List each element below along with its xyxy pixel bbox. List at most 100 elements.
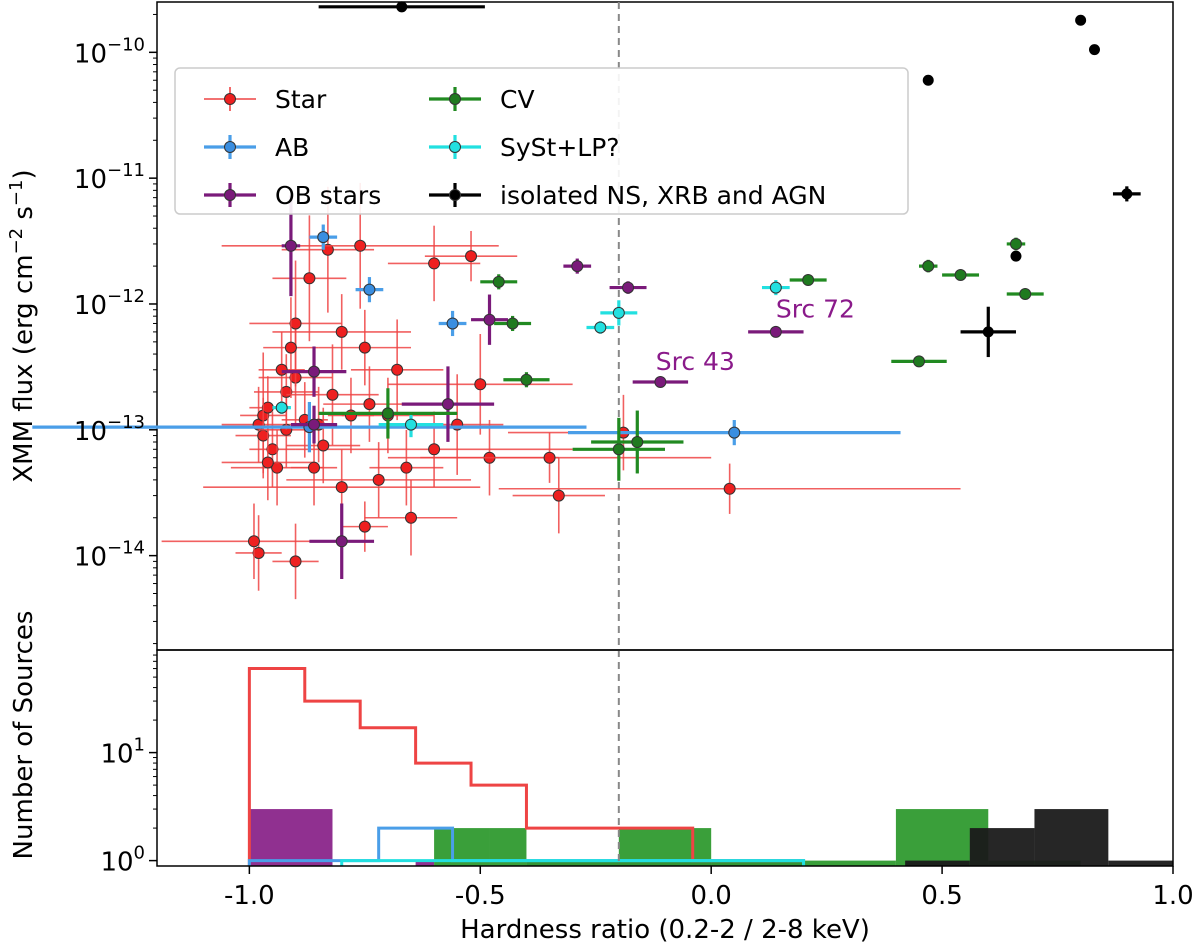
- top-ytick-label-0-base: 10: [74, 39, 107, 69]
- legend-marker-ob: [224, 189, 236, 201]
- top-ytick-label-1-exp: −11: [107, 160, 145, 181]
- ob-point-3: [441, 398, 454, 411]
- ob-point-2: [335, 535, 348, 548]
- star-point-16: [354, 239, 367, 252]
- xtick-label-0: -1.0: [224, 881, 275, 911]
- xtick-label-3: 0.5: [921, 881, 962, 911]
- star-point-23: [428, 443, 441, 456]
- bot-ytick-label-1-exp: 1: [134, 735, 145, 756]
- star-point-28: [552, 489, 565, 502]
- legend-label-ab: AB: [275, 133, 309, 162]
- bot-ytick-label-0-base: 10: [100, 848, 133, 878]
- legend-label-cv: CV: [500, 85, 535, 114]
- star-point-32: [372, 473, 385, 486]
- top-annotations: Src 72 Src 43: [656, 295, 855, 376]
- other-point-1: [922, 74, 934, 86]
- xtick-label-2: 0.0: [691, 881, 732, 911]
- bottom-ylabel: Number of Sources: [9, 611, 39, 860]
- other-point-7: [1010, 250, 1022, 262]
- annotation-0: Src 72: [776, 295, 855, 324]
- ob-point-7: [769, 325, 782, 338]
- star-point-33: [405, 511, 417, 524]
- syst-point-1: [405, 418, 417, 431]
- bottom-x-ticks: -1.0 -0.5 0.0 0.5 1.0: [224, 866, 1194, 911]
- top-ylabel-post: ): [9, 169, 39, 179]
- star-point-36: [252, 546, 265, 559]
- star-point-11: [289, 317, 302, 330]
- ob-point-4: [483, 313, 496, 326]
- legend-marker-star: [224, 93, 236, 105]
- annotation-1: Src 43: [656, 347, 735, 376]
- legend-item-cv: CV: [429, 85, 535, 114]
- bot-ytick-label-1-base: 10: [100, 740, 133, 770]
- star-point-22: [391, 363, 404, 376]
- star-point-30: [723, 482, 736, 495]
- syst-point-4: [769, 281, 782, 294]
- star-point-31: [335, 481, 348, 494]
- legend-label-other: isolated NS, XRB and AGN: [500, 181, 826, 210]
- hist-bar-1-5: [803, 860, 896, 866]
- legend-label-star: Star: [275, 85, 327, 114]
- hist-bar-1-2: [526, 860, 619, 866]
- star-point-18: [465, 250, 478, 263]
- star-point-39: [308, 461, 321, 474]
- ab-point-0: [317, 231, 330, 244]
- star-point-41: [326, 388, 339, 401]
- ab-point-2: [446, 317, 459, 330]
- bot-ytick-label-0-exp: 0: [134, 843, 145, 864]
- star-point-26: [474, 378, 487, 391]
- legend-label-ob: OB stars: [275, 181, 381, 210]
- cv-point-3: [381, 407, 394, 420]
- cv-point-6: [913, 355, 925, 368]
- star-point-17: [428, 257, 441, 270]
- legend-marker-ab: [224, 141, 236, 153]
- series-other: [318, 1, 1141, 358]
- legend-item-ob: OB stars: [204, 181, 381, 210]
- top-ylabel: XMM flux (erg cm−2 s−1): [6, 169, 39, 482]
- legend-marker-cv: [449, 93, 461, 105]
- hist-bar-2-1: [969, 828, 1035, 866]
- syst-point-3: [612, 306, 625, 319]
- cv-point-8: [954, 268, 967, 281]
- star-point-13: [275, 363, 288, 376]
- legend-item-syst: SySt+LP?: [429, 133, 620, 162]
- star-point-35: [289, 555, 302, 568]
- legend: Star AB OB stars CV SySt+LP? isolated NS, XRB…: [174, 67, 909, 215]
- other-point-3: [1088, 44, 1100, 56]
- ob-point-8: [654, 375, 667, 388]
- ob-point-9: [308, 418, 321, 431]
- cv-point-11: [802, 274, 815, 287]
- star-point-12: [284, 341, 297, 354]
- hist-bar-2-0: [905, 860, 970, 866]
- ob-point-1: [308, 365, 321, 378]
- legend-marker-other: [449, 189, 461, 201]
- cv-point-5: [631, 435, 644, 448]
- bottom-xlabel: Hardness ratio (0.2-2 / 2-8 keV): [460, 915, 870, 945]
- star-point-20: [358, 341, 371, 354]
- top-ytick-label-0: 10−10: [74, 34, 145, 69]
- legend-box: [174, 67, 909, 215]
- top-ytick-label-2: 10−12: [74, 286, 145, 321]
- hist-bar-2-3: [1108, 860, 1173, 866]
- top-ytick-label-2-base: 10: [74, 291, 107, 321]
- top-ytick-label-1-base: 10: [74, 165, 107, 195]
- top-ytick-label-4-base: 10: [74, 543, 107, 573]
- other-point-6: [982, 326, 994, 338]
- hist-bar-2-2: [1034, 809, 1109, 866]
- star-point-44: [400, 461, 413, 474]
- hist-bar-0-0: [249, 809, 333, 866]
- top-ylabel-pre: XMM flux (erg cm: [9, 254, 39, 482]
- star-point-15: [321, 243, 334, 256]
- legend-items: Star AB OB stars CV SySt+LP? isolated NS, XRB…: [204, 85, 826, 210]
- legend-item-ab: AB: [204, 133, 309, 162]
- xtick-label-4: 1.0: [1152, 881, 1193, 911]
- top-ytick-label-3: 10−13: [74, 412, 145, 447]
- ob-point-6: [622, 281, 635, 294]
- hist-step-2: [340, 859, 806, 866]
- cv-point-0: [492, 275, 505, 288]
- bot-ytick-label-1: 101: [100, 735, 145, 770]
